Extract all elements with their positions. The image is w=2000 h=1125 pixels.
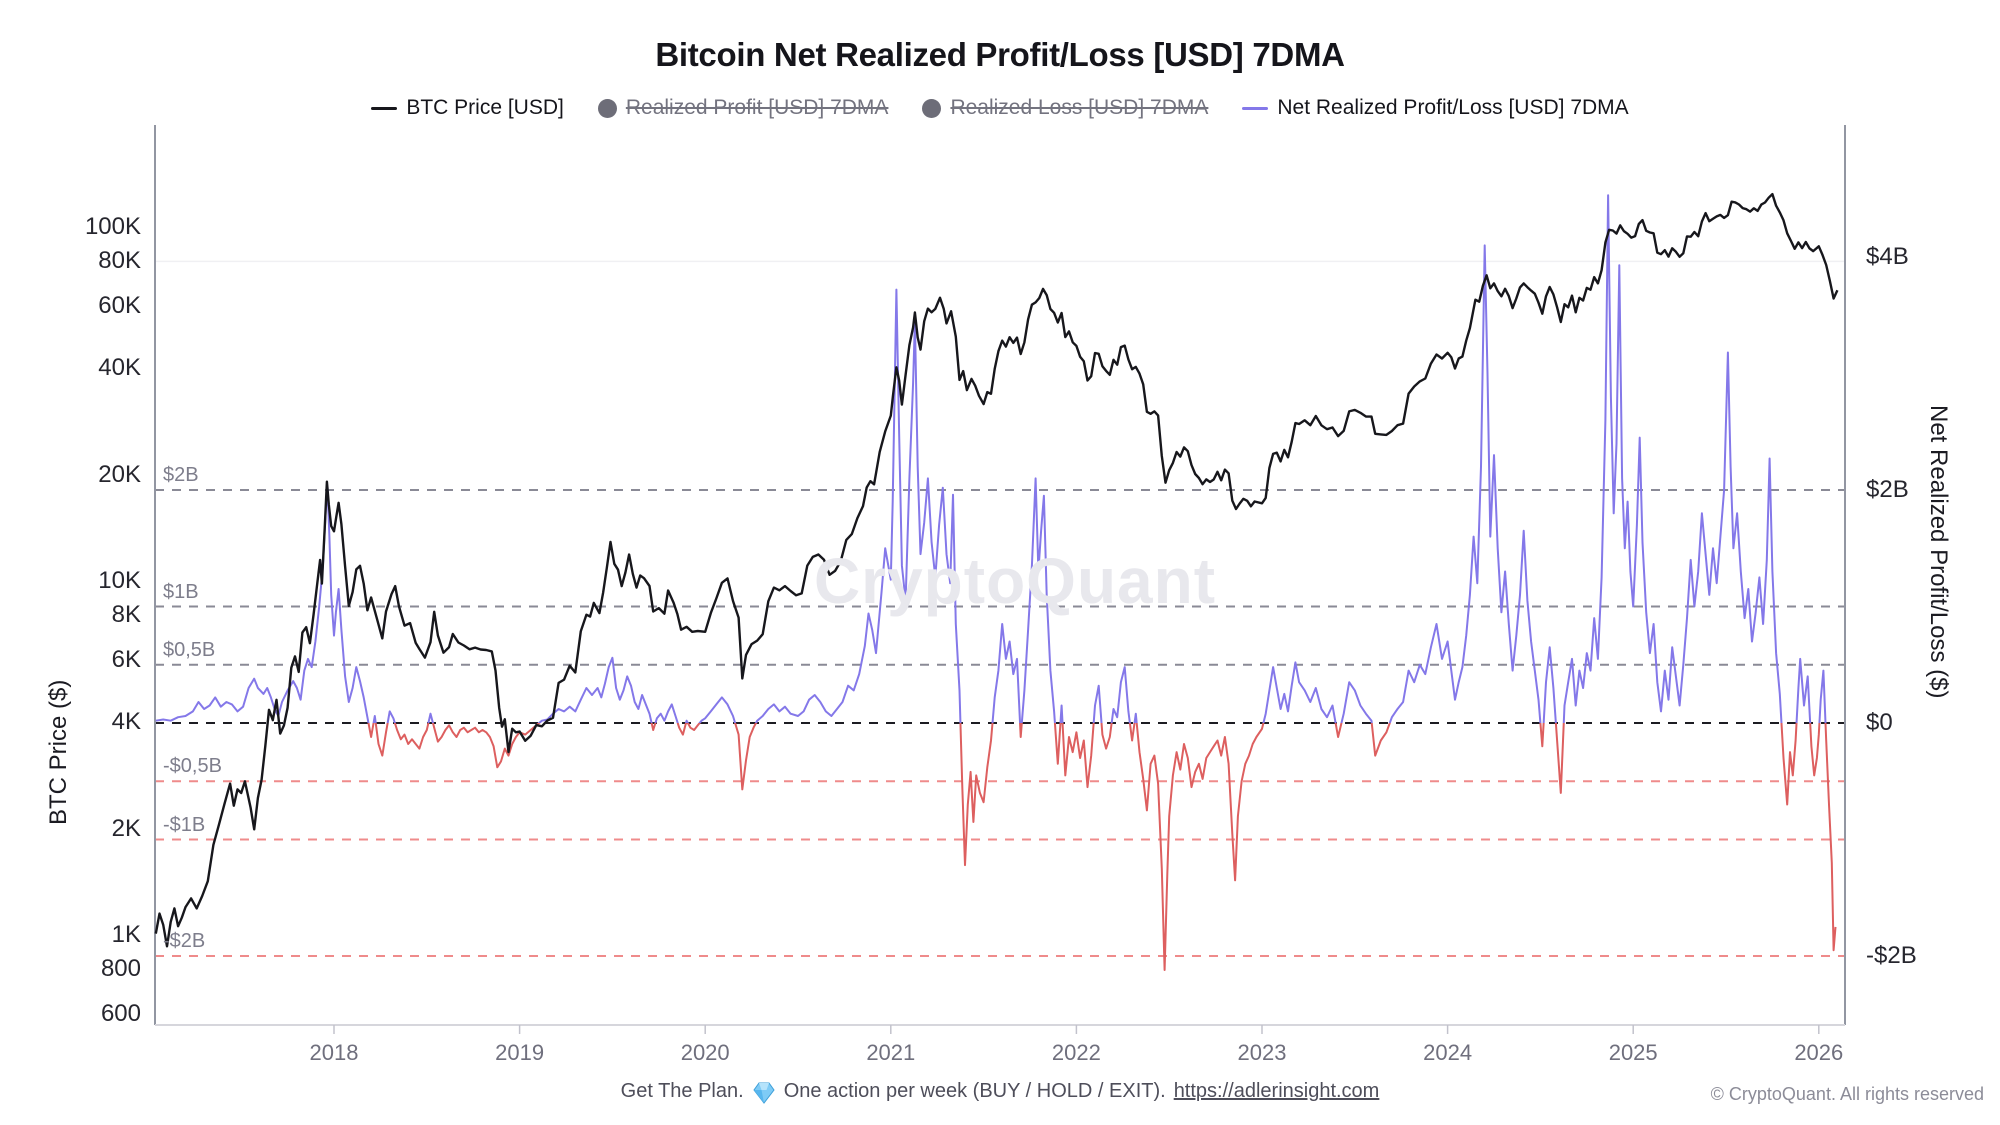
page-title: Bitcoin Net Realized Profit/Loss [USD] 7…: [655, 36, 1345, 73]
x-tick-label-2024: 2024: [1423, 1040, 1473, 1065]
left-tick-label-6K: 6K: [111, 645, 141, 673]
guide-label-2: $0,5B: [163, 638, 216, 661]
net-realized-series-positive: [155, 194, 1827, 723]
legend-circle-swatch-icon: [922, 98, 942, 118]
legend-label: Realized Profit [USD] 7DMA: [625, 96, 889, 119]
net-realized-series-negative: [367, 723, 1837, 971]
copyright-text: © CryptoQuant. All rights reserved: [1710, 1084, 1984, 1104]
right-tick-label--$2B: -$2B: [1866, 942, 1917, 969]
legend-item-3[interactable]: Net Realized Profit/Loss [USD] 7DMA: [1242, 96, 1629, 120]
legend: BTC Price [USD] Realized Profit [USD] 7DM…: [0, 96, 2000, 120]
legend-item-0[interactable]: BTC Price [USD]: [371, 96, 564, 120]
guide-label-6: -$2B: [163, 930, 206, 952]
left-tick-label-40K: 40K: [98, 354, 141, 381]
right-tick-label-$4B: $4B: [1866, 243, 1909, 270]
left-tick-label-600: 600: [100, 999, 141, 1027]
legend-line-swatch-icon: [371, 106, 398, 110]
legend-label: Net Realized Profit/Loss [USD] 7DMA: [1277, 96, 1629, 119]
legend-item-2[interactable]: Realized Loss [USD] 7DMA: [922, 96, 1208, 120]
x-tick-label-2018: 2018: [309, 1040, 359, 1065]
legend-line-swatch-icon: [1242, 106, 1269, 110]
legend-label: Realized Loss [USD] 7DMA: [950, 96, 1209, 119]
x-tick-label-2022: 2022: [1051, 1040, 1101, 1065]
left-tick-label-1K: 1K: [111, 921, 141, 949]
right-axis-title: Net Realized Profit/Loss ($): [1925, 405, 1952, 699]
watermark: CryptoQuant: [813, 545, 1217, 617]
x-tick-label-2025: 2025: [1608, 1040, 1658, 1065]
x-tick-label-2023: 2023: [1237, 1040, 1287, 1065]
x-tick-label-2020: 2020: [680, 1040, 730, 1065]
guide-label-0: $2B: [163, 464, 199, 486]
guide-label-4: -$0,5B: [163, 755, 222, 778]
promo-suffix: One action per week (BUY / HOLD / EXIT).: [783, 1080, 1166, 1102]
guide-label-1: $1B: [163, 580, 199, 603]
right-tick-label-$0: $0: [1866, 709, 1893, 736]
right-tick-label-$2B: $2B: [1866, 476, 1909, 503]
footer-promo: Get The Plan. One action per week (BUY /…: [0, 1080, 2000, 1104]
promo-prefix: Get The Plan.: [620, 1080, 744, 1102]
btc-price-series: [154, 192, 1839, 948]
left-tick-label-2K: 2K: [111, 814, 141, 842]
legend-circle-swatch-icon: [597, 98, 617, 118]
left-tick-label-20K: 20K: [98, 460, 141, 488]
left-axis-title: BTC Price ($): [45, 679, 72, 825]
gem-icon: [752, 1082, 776, 1104]
guide-label-5: -$1B: [163, 813, 206, 836]
left-tick-label-10K: 10K: [98, 567, 141, 595]
left-tick-label-80K: 80K: [98, 247, 141, 275]
legend-item-1[interactable]: Realized Profit [USD] 7DMA: [597, 96, 889, 120]
legend-label: BTC Price [USD]: [406, 96, 564, 119]
x-tick-label-2021: 2021: [866, 1040, 916, 1065]
left-tick-label-60K: 60K: [98, 291, 141, 319]
x-tick-label-2026: 2026: [1794, 1040, 1844, 1065]
left-tick-label-4K: 4K: [111, 708, 141, 735]
promo-link[interactable]: https://adlerinsight.com: [1173, 1080, 1380, 1102]
left-tick-label-8K: 8K: [111, 601, 141, 629]
left-tick-label-800: 800: [100, 955, 141, 983]
x-tick-label-2019: 2019: [495, 1040, 545, 1065]
left-tick-label-100K: 100K: [84, 213, 141, 241]
